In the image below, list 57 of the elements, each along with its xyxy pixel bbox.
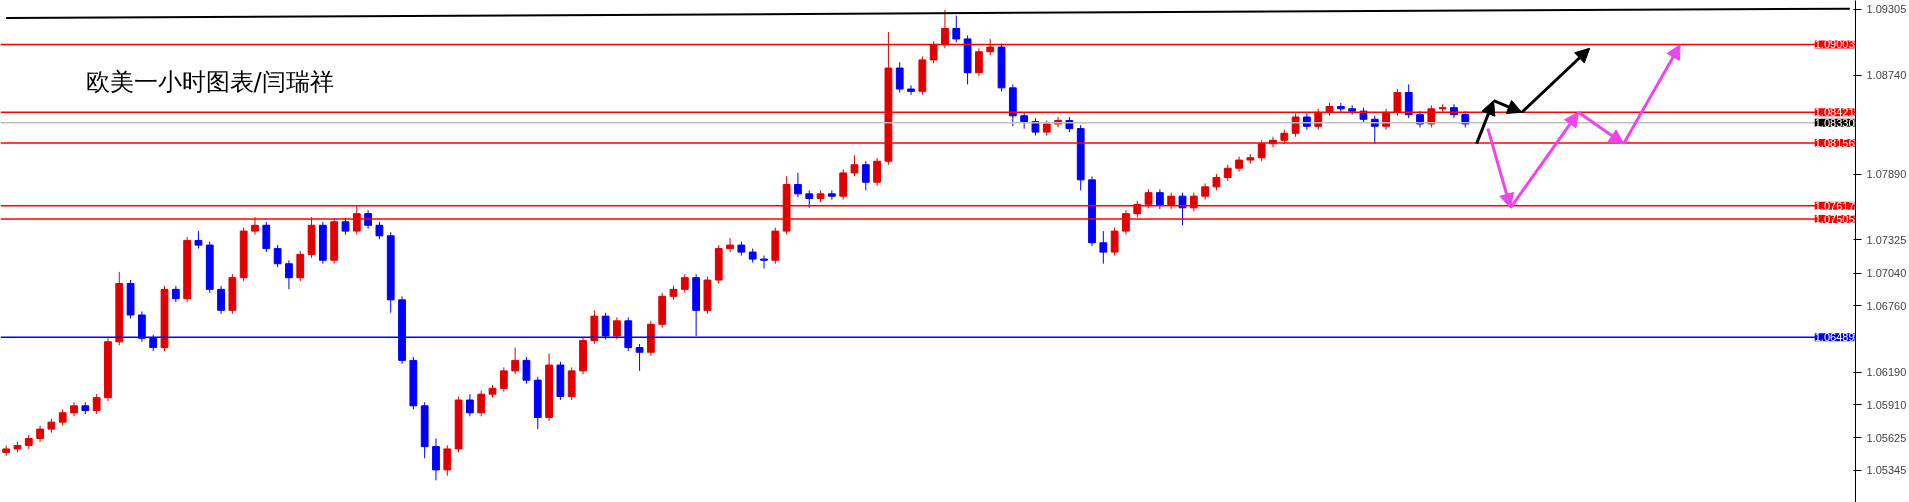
candlestick	[895, 61, 904, 94]
text: 欧美一小时图表/闫瑞祥	[85, 67, 334, 96]
candlestick	[1144, 188, 1153, 209]
y-tick-label: 1.07890	[1866, 168, 1907, 181]
candlestick	[861, 160, 870, 191]
candlestick	[251, 216, 259, 236]
candlestick	[873, 157, 881, 187]
y-tick-label: 1.06190	[1866, 366, 1907, 379]
candlestick	[477, 390, 486, 417]
candlestick	[907, 85, 915, 96]
y-tick-label: 1.08740	[1866, 69, 1907, 82]
y-tick-label: 1.05910	[1866, 398, 1907, 411]
candlestick	[499, 366, 508, 393]
ref-line-label: 1.08421	[1814, 106, 1855, 119]
y-tick-label: 1.05625	[1866, 431, 1907, 444]
ref-line-label: 1.06489	[1814, 331, 1855, 344]
candlestick	[522, 356, 531, 385]
candlestick	[285, 259, 293, 290]
candlestick	[827, 189, 836, 201]
candlestick	[850, 154, 859, 177]
candlestick	[1099, 230, 1108, 265]
candlestick	[1404, 83, 1413, 119]
ref-line-label: 1.08330	[1814, 116, 1855, 129]
candlestick	[726, 237, 734, 253]
candlestick	[432, 437, 440, 481]
candlestick	[613, 316, 621, 340]
candlestick	[511, 347, 520, 375]
candlestick	[1110, 227, 1119, 257]
y-tick-label: 1.05345	[1866, 464, 1907, 477]
candlestick	[92, 393, 101, 415]
candlestick	[839, 168, 848, 201]
candlestick	[466, 393, 474, 417]
candlestick	[262, 221, 271, 253]
candlestick	[1257, 139, 1266, 162]
candlestick	[1155, 188, 1164, 210]
ref-line-label: 1.08156	[1814, 137, 1855, 150]
ref-line-label: 1.09003	[1814, 38, 1855, 51]
candlestick	[929, 40, 938, 64]
candlestick	[273, 244, 282, 268]
ref-line-label: 1.07617	[1814, 199, 1855, 212]
candlestick	[443, 444, 452, 477]
ref-line-label: 1.07505	[1814, 212, 1855, 225]
candlestick	[1336, 102, 1345, 113]
candlestick	[635, 343, 644, 372]
y-tick-label: 1.07040	[1866, 267, 1907, 280]
y-tick-label: 1.06760	[1866, 299, 1907, 312]
candlestick	[794, 172, 802, 198]
candlestick	[680, 273, 689, 294]
candlestick	[1393, 88, 1402, 117]
candlestick	[760, 255, 768, 269]
candlestick	[296, 250, 305, 282]
candlestick	[217, 285, 225, 315]
candlestick	[941, 9, 949, 49]
candlestick	[975, 47, 983, 77]
y-tick-label: 1.07325	[1866, 233, 1907, 246]
candlestick	[952, 15, 961, 43]
y-tick-label: 1.09305	[1866, 3, 1907, 16]
